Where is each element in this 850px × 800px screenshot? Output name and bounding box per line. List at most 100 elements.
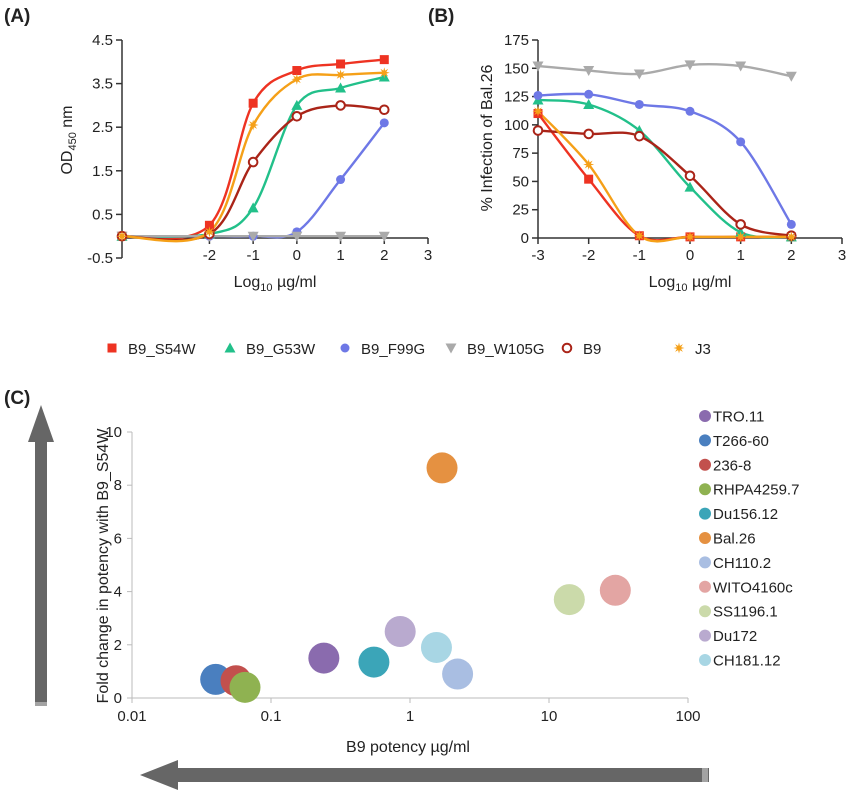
chart-b-curves <box>537 62 793 243</box>
legend-item-CH110.2: CH110.2 <box>699 555 771 572</box>
point-B9_F99G <box>634 99 644 109</box>
point-B9_W105G <box>335 231 347 242</box>
point-B9_G53W <box>684 181 696 192</box>
point-B9 <box>335 100 346 111</box>
legend-label: B9_S54W <box>128 341 196 358</box>
point-J3 <box>116 230 128 242</box>
chart-c-xlabel: B9 potency µg/ml <box>346 739 470 756</box>
curve-B9_W105G <box>537 62 792 78</box>
b-x-tick-label: -1 <box>633 247 646 264</box>
chart-b-ylabel: % Infection of Bal.26 <box>479 65 496 212</box>
legend-marker <box>699 532 711 544</box>
point-B9 <box>684 170 696 182</box>
legend-marker <box>699 458 711 471</box>
legend-marker <box>699 654 711 666</box>
chart-c-points <box>200 452 631 703</box>
legend-marker <box>561 342 573 354</box>
legend-label: T266-60 <box>713 433 769 450</box>
b-y-tick-label: 100 <box>504 117 529 134</box>
point-J3 <box>684 231 696 243</box>
chart-c-y-tick-label: 2 <box>114 637 122 654</box>
legend-marker <box>699 483 711 496</box>
chart-c-y-tick-label: 6 <box>114 530 122 547</box>
legend-marker <box>224 342 236 353</box>
legend-marker <box>699 434 711 447</box>
chart-a: -2 -1 0 1 2 3-0.50.51.52.53.54.5 Log10 µg/ml … <box>59 32 432 294</box>
legend-label: CH181.12 <box>713 653 781 670</box>
point-B9_S54W <box>379 55 389 65</box>
point-RHPA4259.7 <box>229 671 261 703</box>
a-x-tick-label: -2 <box>203 247 216 264</box>
point-B9_F99G <box>336 175 346 185</box>
b-x-tick-label: 0 <box>686 247 694 264</box>
point-J3 <box>335 69 347 81</box>
legend-item-B9_G53W: B9_G53W <box>224 341 316 358</box>
legend-item-B9_S54W: B9_S54W <box>107 341 196 358</box>
legend-label: RHPA4259.7 <box>713 482 799 499</box>
legend-label: B9_W105G <box>467 341 545 358</box>
curve-B9_G53W <box>537 98 792 239</box>
point-B9_W105G <box>633 69 645 80</box>
legend-item-TRO.11: TRO.11 <box>699 409 764 426</box>
legend-label: CH110.2 <box>713 555 771 572</box>
legend-marker <box>340 343 350 353</box>
b-y-tick-label: 150 <box>504 60 529 77</box>
legend-item-Du172: Du172 <box>699 628 757 645</box>
legend-item-Du156.12: Du156.12 <box>699 506 778 523</box>
legend-label: B9_G53W <box>246 341 316 358</box>
legend-item-J3: J3 <box>673 341 711 358</box>
point-B9_S54W <box>336 59 346 69</box>
b-y-tick-label: 125 <box>504 89 529 106</box>
point-J3 <box>735 231 747 243</box>
legend-label: J3 <box>695 341 711 358</box>
series-legend: B9_S54W B9_G53W B9_F99G B9_W105G B9 J3 <box>107 341 711 358</box>
legend-marker <box>699 605 711 618</box>
point-CH110.2 <box>442 658 474 690</box>
a-y-tick-label: -0.5 <box>87 250 113 267</box>
direction-arrows <box>28 405 709 790</box>
point-B9_G53W <box>247 202 259 213</box>
panel-label-a: (A) <box>4 6 30 27</box>
point-B9_F99G <box>786 219 796 229</box>
legend-marker <box>445 343 457 354</box>
legend-item-B9_W105G: B9_W105G <box>445 341 545 358</box>
legend-label: Du156.12 <box>713 506 778 523</box>
up-arrow-shaft <box>35 440 47 706</box>
point-B9 <box>532 125 544 136</box>
chart-c-legend: TRO.11 T266-60 236-8 RHPA4259.7 Du156.12 Bal.… <box>699 409 799 670</box>
point-J3 <box>291 73 303 85</box>
point-B9_F99G <box>736 137 746 147</box>
chart-c: 0 2 4 6 8 10 0.01 0.1 1 10 100 TRO.11 T266-60 236-8 R… <box>28 405 799 790</box>
a-y-tick-label: 4.5 <box>92 32 113 49</box>
a-x-tick-label: -1 <box>246 247 259 264</box>
b-y-tick-label: 0 <box>521 230 529 247</box>
legend-label: 236-8 <box>713 457 751 474</box>
left-arrow-icon <box>140 760 178 790</box>
chart-c-x-tick-label: 0.01 <box>117 708 146 725</box>
point-B9_F99G <box>584 89 594 99</box>
legend-item-B9: B9 <box>561 341 601 358</box>
point-B9_S54W <box>292 66 302 76</box>
chart-a-ylabel: OD450 nm <box>59 105 79 174</box>
point-B9 <box>583 128 594 140</box>
point-TRO.11 <box>308 642 340 674</box>
b-x-tick-label: -3 <box>531 247 544 264</box>
point-J3 <box>378 67 390 79</box>
chart-c-x-tick-label: 100 <box>675 708 700 725</box>
b-y-tick-label: 50 <box>512 173 529 190</box>
a-x-tick-label: 3 <box>424 247 432 264</box>
b-y-tick-label: 175 <box>504 32 529 49</box>
b-y-tick-label: 25 <box>512 202 529 219</box>
chart-b-xlabel: Log10 µg/ml <box>649 274 732 294</box>
point-B9_W105G <box>532 61 544 72</box>
point-B9_S54W <box>204 220 214 230</box>
legend-item-CH181.12: CH181.12 <box>699 653 781 670</box>
chart-c-axes: 0 2 4 6 8 10 0.01 0.1 1 10 100 <box>105 424 700 725</box>
point-J3 <box>633 230 645 242</box>
a-y-tick-label: 3.5 <box>92 76 113 93</box>
curve-J3 <box>537 110 792 243</box>
panel-label-b: (B) <box>428 6 454 27</box>
point-B9_F99G <box>685 106 695 116</box>
point-SS1196.1 <box>553 584 585 616</box>
